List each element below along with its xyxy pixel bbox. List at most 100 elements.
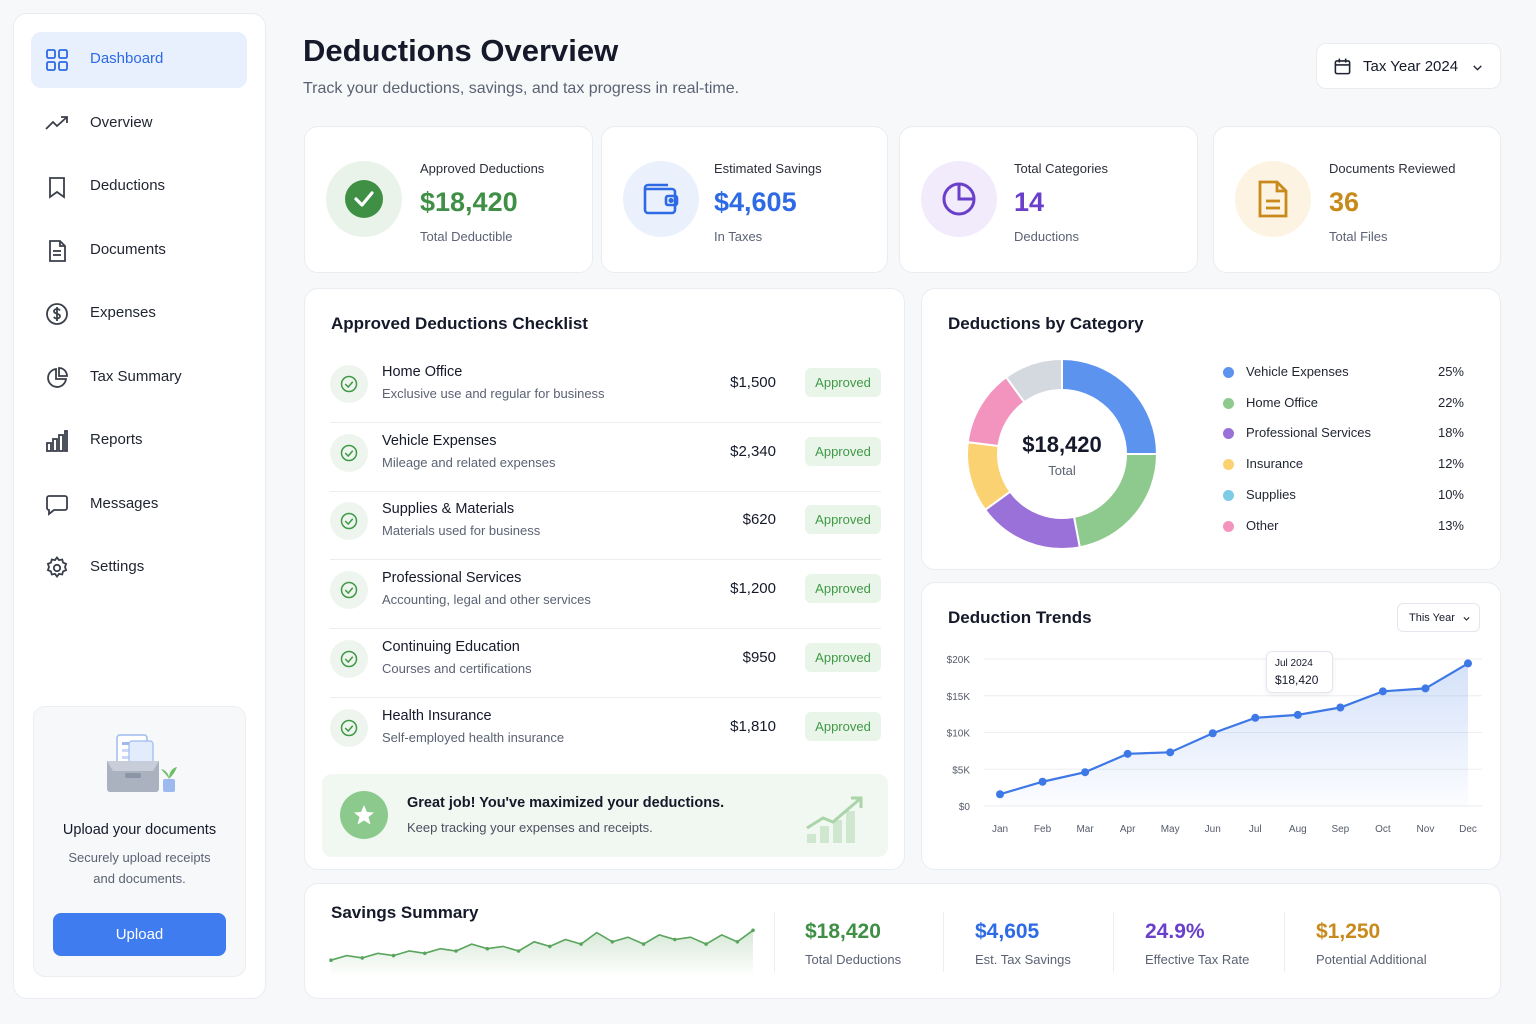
check-circle-icon — [326, 161, 402, 237]
stat-caption: Total Deductible — [420, 229, 513, 244]
stat-value: $18,420 — [420, 187, 518, 217]
sidebar-item-settings[interactable]: Settings — [31, 540, 247, 596]
sidebar-item-reports[interactable]: Reports — [31, 413, 247, 469]
deduction-trends: Deduction Trends This Year $0 $5K $10K $15K… — [921, 582, 1501, 870]
x-tick-label: Jul — [1249, 824, 1262, 835]
checklist-row[interactable]: Supplies & Materials Materials used for b… — [330, 491, 881, 561]
sidebar-item-overview[interactable]: Overview — [31, 96, 247, 152]
y-tick-label: $0 — [959, 802, 971, 813]
legend-item: Professional Services 18% — [1220, 423, 1464, 443]
trend-point[interactable] — [1123, 749, 1132, 758]
sidebar-item-messages[interactable]: Messages — [31, 477, 247, 533]
sidebar-item-dashboard[interactable]: Dashboard — [31, 32, 247, 88]
donut-center-label: Total — [1048, 463, 1076, 478]
category-donut-chart — [966, 357, 1159, 550]
savings-potential-label: Potential Additional — [1316, 952, 1427, 967]
growth-chart-icon — [806, 796, 863, 843]
status-badge: Approved — [805, 505, 881, 535]
x-tick-label: Apr — [1120, 824, 1136, 835]
checklist-row[interactable]: Home Office Exclusive use and regular for… — [330, 354, 881, 423]
checklist-row[interactable]: Continuing Education Courses and certific… — [330, 629, 881, 698]
savings-total-deductions-label: Total Deductions — [805, 952, 902, 967]
checklist-row[interactable]: Vehicle Expenses Mileage and related expe… — [330, 423, 881, 492]
divider — [1284, 912, 1285, 972]
x-tick-label: Feb — [1034, 824, 1052, 835]
trend-point[interactable] — [1038, 777, 1047, 786]
check-circle-icon — [330, 708, 368, 747]
sidebar-item-documents[interactable]: Documents — [31, 223, 247, 279]
page-title: Deductions Overview — [303, 33, 619, 68]
gear-icon — [46, 556, 68, 578]
tooltip-date: Jul 2024 — [1275, 658, 1313, 669]
legend-item: Home Office 22% — [1220, 393, 1464, 413]
trend-point[interactable] — [1293, 710, 1302, 719]
status-badge: Approved — [805, 574, 881, 604]
legend-item: Insurance 12% — [1220, 454, 1464, 474]
stat-value: 36 — [1329, 187, 1360, 217]
status-badge: Approved — [805, 436, 881, 466]
trend-point[interactable] — [1251, 713, 1260, 722]
message-icon — [46, 495, 68, 516]
deduction-name: Health Insurance — [382, 707, 492, 724]
deduction-name: Continuing Education — [382, 638, 520, 655]
deductions-checklist: Approved Deductions Checklist Home Offic… — [304, 288, 905, 870]
trends-range-select[interactable]: This Year — [1397, 603, 1480, 632]
deduction-description: Exclusive use and regular for business — [382, 386, 605, 401]
sparkline-point — [735, 940, 740, 944]
deduction-amount: $2,340 — [730, 442, 776, 460]
trends-range-value: This Year — [1409, 612, 1455, 624]
trend-point[interactable] — [1378, 687, 1387, 696]
legend-label: Other — [1246, 517, 1279, 533]
deduction-name: Home Office — [382, 364, 463, 380]
trend-line — [999, 662, 1469, 796]
deduction-description: Courses and certifications — [382, 660, 532, 676]
trend-point[interactable] — [1208, 729, 1217, 738]
legend-swatch — [1223, 459, 1234, 471]
check-circle-icon — [330, 571, 368, 610]
tax-year-value: Tax Year 2024 — [1363, 58, 1459, 75]
upload-button[interactable]: Upload — [53, 913, 226, 956]
x-tick-label: Mar — [1076, 824, 1094, 835]
banner-description: Keep tracking your expenses and receipts… — [407, 820, 653, 835]
trend-point[interactable] — [1421, 684, 1430, 693]
stat-card-total-categories: Total Categories 14 Deductions — [899, 126, 1198, 273]
legend-label: Vehicle Expenses — [1246, 364, 1349, 379]
deduction-amount: $620 — [742, 511, 776, 529]
trend-point[interactable] — [1166, 748, 1175, 757]
legend-item: Supplies 10% — [1220, 485, 1464, 505]
savings-potential-value: $1,250 — [1316, 920, 1381, 943]
sidebar-item-tax-summary[interactable]: Tax Summary — [31, 350, 247, 406]
trend-point[interactable] — [1464, 659, 1472, 668]
trend-point[interactable] — [1336, 703, 1345, 712]
checklist-row[interactable]: Professional Services Accounting, legal a… — [330, 560, 881, 630]
trend-area — [1000, 663, 1468, 806]
status-badge: Approved — [805, 711, 881, 741]
dollar-circle-icon — [46, 303, 68, 325]
sparkline-point — [548, 944, 552, 949]
legend-swatch — [1223, 397, 1234, 409]
document-icon — [49, 240, 66, 262]
x-tick-label: Aug — [1289, 824, 1307, 835]
deduction-amount: $950 — [742, 648, 776, 666]
sidebar-item-deductions[interactable]: Deductions — [31, 159, 247, 215]
chevron-down-icon — [1473, 65, 1482, 71]
legend-swatch — [1223, 367, 1234, 378]
check-circle-icon — [330, 639, 368, 678]
sparkline-point — [641, 942, 646, 946]
sidebar-item-expenses[interactable]: Expenses — [31, 286, 247, 342]
tax-year-select[interactable]: Tax Year 2024 — [1316, 43, 1501, 89]
trend-point[interactable] — [1081, 768, 1090, 777]
divider — [774, 912, 775, 972]
grid-icon — [46, 49, 68, 71]
sidebar-item-label: Tax Summary — [90, 368, 182, 385]
y-tick-label: $5K — [952, 765, 970, 776]
stat-caption: In Taxes — [714, 229, 763, 244]
upload-panel: Upload your documents Securely upload re… — [33, 706, 246, 977]
legend-label: Professional Services — [1246, 425, 1371, 441]
donut-center-value: $18,420 — [1022, 432, 1102, 457]
savings-tax-savings-value: $4,605 — [975, 920, 1040, 943]
checklist-row[interactable]: Health Insurance Self-employed health ins… — [330, 698, 881, 767]
y-tick-label: $20K — [947, 655, 971, 666]
sparkline-point — [391, 953, 396, 958]
trend-point[interactable] — [996, 790, 1004, 799]
